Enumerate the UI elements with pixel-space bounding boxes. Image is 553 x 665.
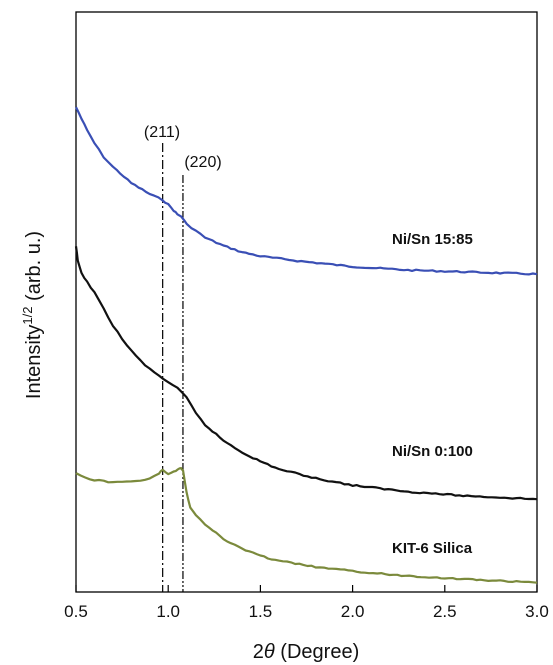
- series-label-kit6-silica: KIT-6 Silica: [392, 540, 473, 557]
- x-axis-title: 2θ (Degree): [253, 641, 359, 663]
- x-axis-ticks: 0.5 1.0 1.5 2.0 2.5 3.0: [64, 585, 549, 621]
- annotation-label: (220): [184, 154, 221, 171]
- x-tick-label: 2.5: [433, 602, 457, 621]
- x-tick-label: 1.5: [249, 602, 273, 621]
- x-tick-label: 1.0: [156, 602, 180, 621]
- x-tick-label: 0.5: [64, 602, 88, 621]
- plot-frame: [75, 11, 538, 593]
- annotation-label: (211): [144, 124, 180, 141]
- series-lines: [74, 106, 538, 584]
- series-line-ni-sn-0-100: [74, 246, 538, 501]
- series-line-ni-sn-15-85: [75, 106, 538, 276]
- y-axis-title-sup: 1/2: [20, 307, 35, 325]
- x-axis-title-suffix: (Degree): [275, 641, 359, 663]
- x-axis-title-prefix: 2: [253, 641, 264, 663]
- peak-annotations: (211)(220): [144, 124, 222, 592]
- y-axis-title: Intensity1/2 (arb. u.): [20, 231, 45, 399]
- x-tick-label: 3.0: [525, 602, 549, 621]
- y-axis-title-tail: (arb. u.): [23, 231, 45, 307]
- series-label-ni-sn-0-100: Ni/Sn 0:100: [392, 443, 473, 460]
- y-axis-title-main: Intensity: [23, 325, 45, 399]
- series-line-kit-6-silica: [75, 467, 538, 584]
- x-tick-label: 2.0: [341, 602, 365, 621]
- series-label-ni-sn-15-85: Ni/Sn 15:85: [392, 231, 473, 248]
- x-axis-title-theta: θ: [264, 641, 275, 663]
